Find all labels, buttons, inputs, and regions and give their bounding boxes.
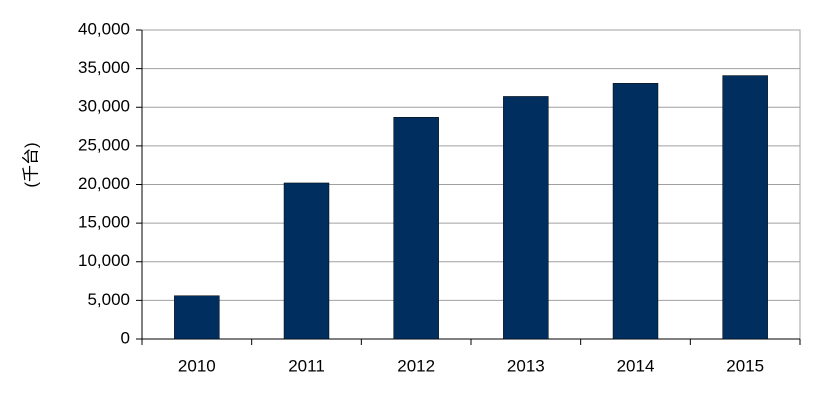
x-tick-label: 2013 <box>507 356 545 375</box>
y-tick-label: 40,000 <box>78 19 130 38</box>
y-tick-label: 25,000 <box>78 135 130 154</box>
y-tick-label: 20,000 <box>78 174 130 193</box>
y-tick-label: 5,000 <box>87 290 130 309</box>
bar <box>503 96 549 340</box>
x-tick-label: 2011 <box>288 356 325 375</box>
y-tick-label: 0 <box>121 328 130 347</box>
bar <box>612 83 659 340</box>
bar <box>722 75 768 340</box>
y-tick-label: 30,000 <box>78 97 130 116</box>
bar <box>283 182 330 340</box>
y-tick-label: 10,000 <box>78 251 130 270</box>
x-tick-label: 2012 <box>397 356 435 375</box>
y-tick-label: 15,000 <box>78 213 130 232</box>
x-tick-label: 2014 <box>617 356 655 375</box>
x-tick-label: 2010 <box>178 356 216 375</box>
x-tick-label: 2015 <box>726 356 764 375</box>
bar <box>393 117 439 340</box>
bar <box>174 295 220 340</box>
y-axis-label: (千台) <box>21 142 40 187</box>
y-tick-label: 35,000 <box>78 58 130 77</box>
